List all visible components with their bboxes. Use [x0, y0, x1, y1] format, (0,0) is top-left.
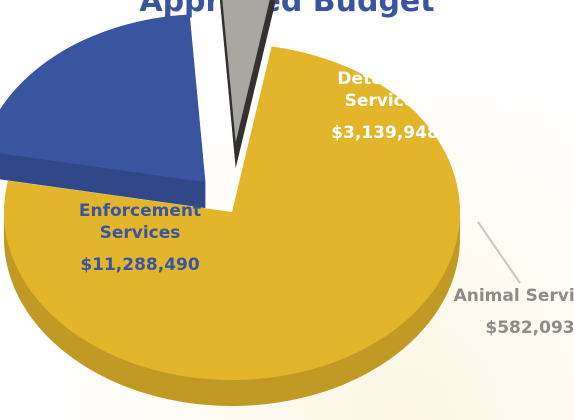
chart-title: Approved Budget	[139, 0, 435, 19]
slice	[222, 0, 270, 143]
category-label: Enforcement Services	[78, 201, 202, 243]
slice-label: Detention Services $3,139,948	[305, 68, 465, 144]
slice	[3, 46, 460, 380]
category-label: Detention Services	[337, 69, 433, 111]
slice-label: Enforcement Services $11,288,490	[60, 200, 220, 276]
category-label: Animal Services	[453, 286, 574, 306]
leader-line	[477, 221, 521, 284]
value-label: $3,139,948	[331, 123, 439, 143]
slice-label: Animal Services $582,093	[450, 285, 574, 339]
value-label: $11,288,490	[80, 255, 200, 275]
value-label: $582,093	[485, 318, 574, 338]
slice	[0, 14, 206, 183]
